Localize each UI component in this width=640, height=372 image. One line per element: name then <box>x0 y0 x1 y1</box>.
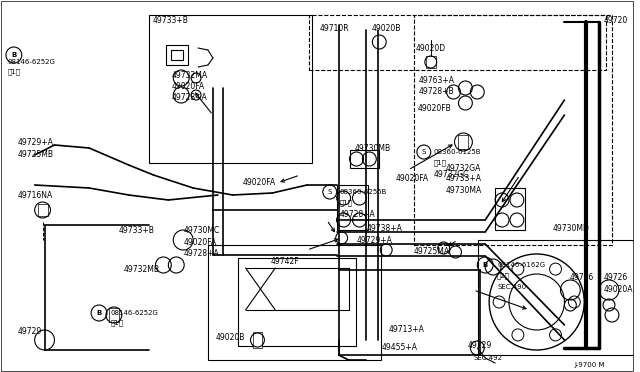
Bar <box>109 308 119 322</box>
Text: SEC.490: SEC.490 <box>497 284 526 290</box>
Text: 49020B: 49020B <box>371 23 401 32</box>
Text: 49455+A: 49455+A <box>381 343 417 353</box>
Text: 49710R: 49710R <box>320 23 349 32</box>
Text: 49020FA: 49020FA <box>243 177 276 186</box>
Text: （1）: （1） <box>340 200 353 206</box>
Text: 08146-6252G: 08146-6252G <box>8 59 56 65</box>
Text: S: S <box>328 189 332 195</box>
Text: 49730MD: 49730MD <box>552 224 589 232</box>
Bar <box>414 15 612 245</box>
Text: 49728+A: 49728+A <box>172 93 207 102</box>
Bar <box>38 204 47 216</box>
Text: 49020D: 49020D <box>416 44 446 52</box>
Text: 49733+B: 49733+B <box>119 225 155 234</box>
Text: 49725MB: 49725MB <box>18 150 54 158</box>
Text: （2）: （2） <box>497 273 510 279</box>
Text: 49729: 49729 <box>467 340 492 350</box>
Text: 49730MB: 49730MB <box>355 144 390 153</box>
Bar <box>208 245 381 360</box>
Text: 49726: 49726 <box>570 273 594 282</box>
Text: （1）: （1） <box>8 69 21 75</box>
Text: 49020A: 49020A <box>604 285 634 295</box>
Text: （1）: （1） <box>111 320 124 326</box>
Text: 49732GA: 49732GA <box>445 164 481 173</box>
Text: 49738+A: 49738+A <box>366 224 403 232</box>
Text: 49732MA: 49732MA <box>172 71 207 80</box>
Bar <box>337 185 369 230</box>
Bar <box>166 45 188 65</box>
Text: 49020FA: 49020FA <box>172 81 204 90</box>
Text: 49020B: 49020B <box>216 334 245 343</box>
Text: 49020FB: 49020FB <box>418 103 452 112</box>
Text: 49730MA: 49730MA <box>445 186 482 195</box>
Bar <box>148 15 312 163</box>
Text: 49728+A: 49728+A <box>183 250 219 259</box>
Bar <box>309 15 606 70</box>
Text: B: B <box>12 52 17 58</box>
Text: 08360-6125B: 08360-6125B <box>434 149 481 155</box>
Bar <box>495 188 525 230</box>
Text: （1）: （1） <box>434 160 447 166</box>
Bar <box>349 150 380 168</box>
Bar <box>253 332 262 348</box>
Text: 49729+A: 49729+A <box>356 235 392 244</box>
Bar <box>426 56 436 68</box>
Text: 49729: 49729 <box>18 327 42 337</box>
Bar <box>458 135 468 149</box>
Text: 49732MB: 49732MB <box>124 266 160 275</box>
Text: 49763+A: 49763+A <box>419 76 455 84</box>
Text: 49726: 49726 <box>604 273 628 282</box>
Text: SEC.492: SEC.492 <box>474 355 502 361</box>
Text: 08360-6255B: 08360-6255B <box>340 189 387 195</box>
Text: 49020FA: 49020FA <box>183 237 216 247</box>
Text: 49020FA: 49020FA <box>396 173 429 183</box>
Text: 49732GC: 49732GC <box>434 170 469 179</box>
Bar <box>478 240 637 355</box>
Text: 49720: 49720 <box>604 16 628 25</box>
Bar <box>237 258 356 346</box>
Text: 49728+B: 49728+B <box>419 87 454 96</box>
Text: 49733+B: 49733+B <box>152 16 188 25</box>
Text: B: B <box>97 310 102 316</box>
Text: 49730MC: 49730MC <box>183 225 220 234</box>
Text: 49733+A: 49733+A <box>445 173 482 183</box>
Text: 49728+A: 49728+A <box>340 209 376 218</box>
Text: 49742F: 49742F <box>270 257 299 266</box>
Text: 49713+A: 49713+A <box>388 326 424 334</box>
Text: B: B <box>483 262 488 268</box>
Bar <box>172 50 183 60</box>
Text: 49716NA: 49716NA <box>18 190 53 199</box>
Text: 49725MA: 49725MA <box>414 247 450 257</box>
Text: 08146-6162G: 08146-6162G <box>497 262 545 268</box>
Text: S: S <box>422 149 426 155</box>
Text: 49729+A: 49729+A <box>18 138 54 147</box>
Text: J-9700 M: J-9700 M <box>574 362 605 368</box>
Text: 08146-6252G: 08146-6252G <box>111 310 159 316</box>
